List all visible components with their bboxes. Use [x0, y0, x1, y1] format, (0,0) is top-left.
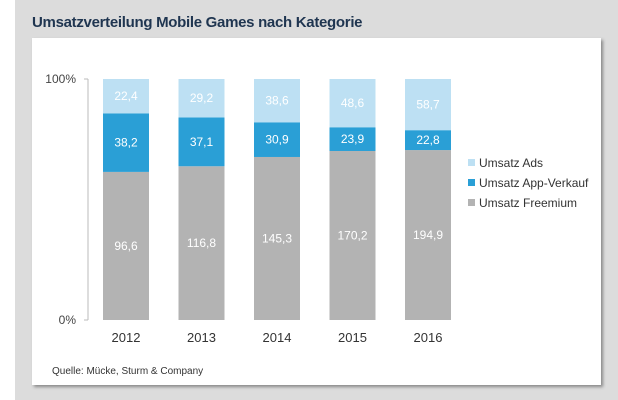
bar-segment	[329, 150, 376, 320]
data-label: 48,6	[341, 96, 365, 110]
source-note: Quelle: Mücke, Sturm & Company	[52, 366, 204, 377]
bar-segment	[254, 79, 300, 123]
bar-segment	[254, 156, 300, 320]
bar-segment	[103, 171, 149, 320]
x-tick-label: 2014	[263, 330, 292, 345]
data-label: 30,9	[265, 133, 289, 147]
legend-swatch	[468, 179, 475, 186]
data-label: 22,4	[114, 89, 138, 103]
legend-label: Umsatz Ads	[479, 156, 543, 170]
bar-segment	[405, 150, 451, 320]
data-label: 22,8	[416, 133, 440, 147]
bar-segment	[103, 113, 149, 172]
data-label: 145,3	[262, 231, 292, 245]
data-label: 37,1	[190, 135, 214, 149]
chart-title: Umsatzverteilung Mobile Games nach Kateg…	[32, 14, 363, 31]
bar-segment	[329, 79, 376, 128]
legend-swatch	[468, 159, 475, 166]
data-label: 38,2	[114, 136, 138, 150]
y-tick-label: 100%	[45, 72, 76, 86]
bar-segment	[254, 122, 300, 157]
x-tick-label: 2012	[112, 330, 141, 345]
bar-segment	[329, 127, 376, 151]
y-tick-label: 0%	[59, 313, 77, 327]
bar-segment	[178, 79, 225, 118]
x-tick-label: 2015	[338, 330, 367, 345]
bar-segment	[178, 166, 225, 320]
data-label: 96,6	[114, 239, 138, 253]
bar-segment	[103, 79, 149, 114]
bar-segment	[405, 79, 451, 131]
x-tick-label: 2013	[187, 330, 216, 345]
data-label: 170,2	[337, 228, 367, 242]
legend-label: Umsatz Freemium	[479, 196, 577, 210]
legend-label: Umsatz App-Verkauf	[479, 176, 589, 190]
data-label: 194,9	[413, 228, 443, 242]
data-label: 38,6	[265, 94, 289, 108]
data-label: 58,7	[416, 98, 440, 112]
bar-segment	[178, 117, 225, 167]
data-label: 116,8	[187, 236, 216, 250]
legend-swatch	[468, 199, 475, 206]
data-label: 29,2	[190, 91, 214, 105]
bar-segment	[405, 130, 451, 151]
data-label: 23,9	[341, 132, 365, 146]
x-tick-label: 2016	[414, 330, 443, 345]
